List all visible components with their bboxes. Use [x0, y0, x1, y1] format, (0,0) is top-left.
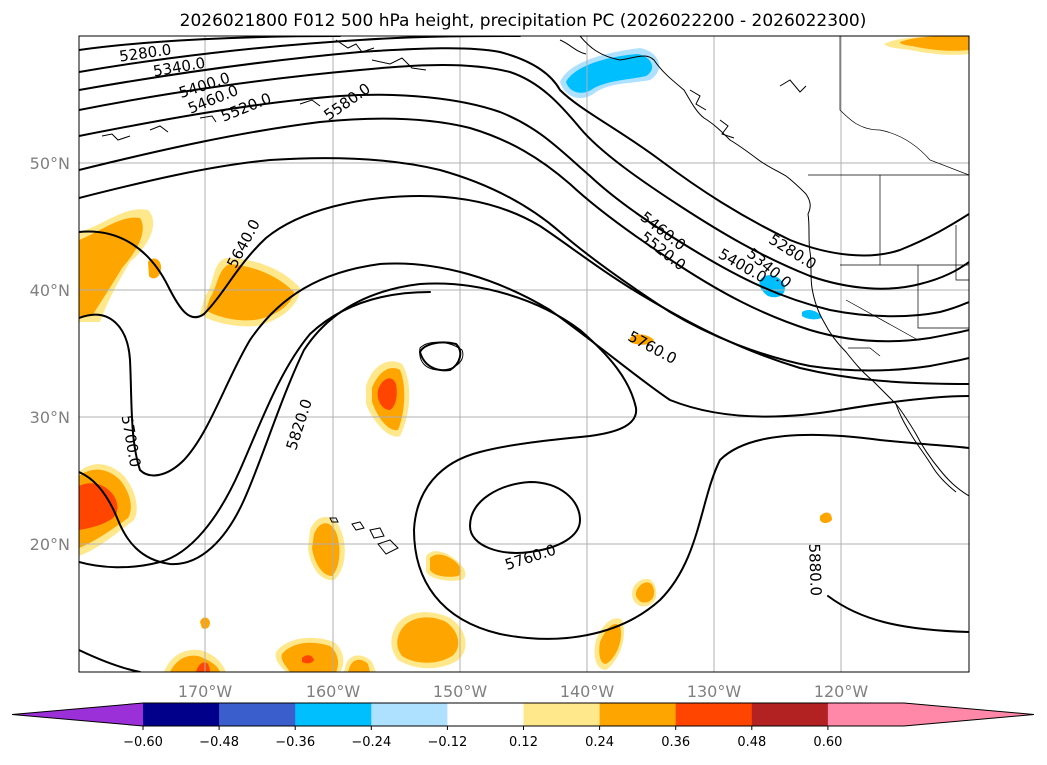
- colorbar-segment: [143, 703, 220, 726]
- map-title: 2026021800 F012 500 hPa height, precipit…: [180, 11, 867, 31]
- colorbar-tick-label: 0.12: [509, 735, 538, 750]
- colorbar-segment: [447, 703, 524, 726]
- colorbar-tick-label: 0.24: [585, 735, 614, 750]
- lon-label: 170°W: [178, 682, 233, 701]
- lat-label: 30°N: [30, 408, 70, 427]
- colorbar-tick-label: 0.48: [737, 735, 766, 750]
- lon-label: 120°W: [814, 682, 869, 701]
- colorbar-segment: [371, 703, 448, 726]
- lon-label: 140°W: [560, 682, 615, 701]
- longitude-labels: 170°W 160°W 150°W 140°W 130°W 120°W: [178, 682, 869, 701]
- lat-label: 20°N: [30, 535, 70, 554]
- latitude-labels: 50°N 40°N 30°N 20°N: [30, 154, 70, 554]
- contour-label: 5880.0: [805, 543, 825, 596]
- colorbar-tick-label: 0.60: [813, 735, 842, 750]
- colorbar-segment: [523, 703, 601, 726]
- colorbar-extend-low: [12, 703, 143, 726]
- colorbar-tick-label: −0.24: [351, 735, 391, 750]
- lat-label: 40°N: [30, 281, 70, 300]
- height-contours: [79, 36, 969, 672]
- map-panel: 5280.0 5340.0 5400.0 5460.0 5520.0 5580.…: [78, 35, 970, 673]
- map-frame: [78, 35, 970, 673]
- colorbar-tick-label: −0.48: [199, 735, 239, 750]
- lat-label: 50°N: [30, 154, 70, 173]
- precip-shading: [79, 36, 969, 672]
- colorbar-segment: [295, 703, 372, 726]
- colorbar-segment: [827, 703, 905, 726]
- colorbar-segment: [599, 703, 677, 726]
- negative-precip-shading: [560, 48, 822, 320]
- colorbar-extend-high: [904, 703, 1034, 726]
- colorbar-segment: [219, 703, 296, 726]
- lon-label: 150°W: [433, 682, 488, 701]
- colorbar-segment: [751, 703, 829, 726]
- colorbar-tick-label: −0.60: [123, 735, 163, 750]
- political-borders: [808, 36, 969, 357]
- colorbar: −0.60 −0.48 −0.36 −0.24 −0.12 0.12 0.24 0.36 0.4…: [11, 702, 1035, 750]
- colorbar-tick-label: −0.36: [275, 735, 315, 750]
- colorbar-tick-label: 0.36: [661, 735, 690, 750]
- colorbar-segment: [675, 703, 753, 726]
- colorbar-tick-label: −0.12: [427, 735, 467, 750]
- lon-label: 160°W: [306, 682, 361, 701]
- lon-label: 130°W: [687, 682, 742, 701]
- coastlines: [101, 36, 969, 555]
